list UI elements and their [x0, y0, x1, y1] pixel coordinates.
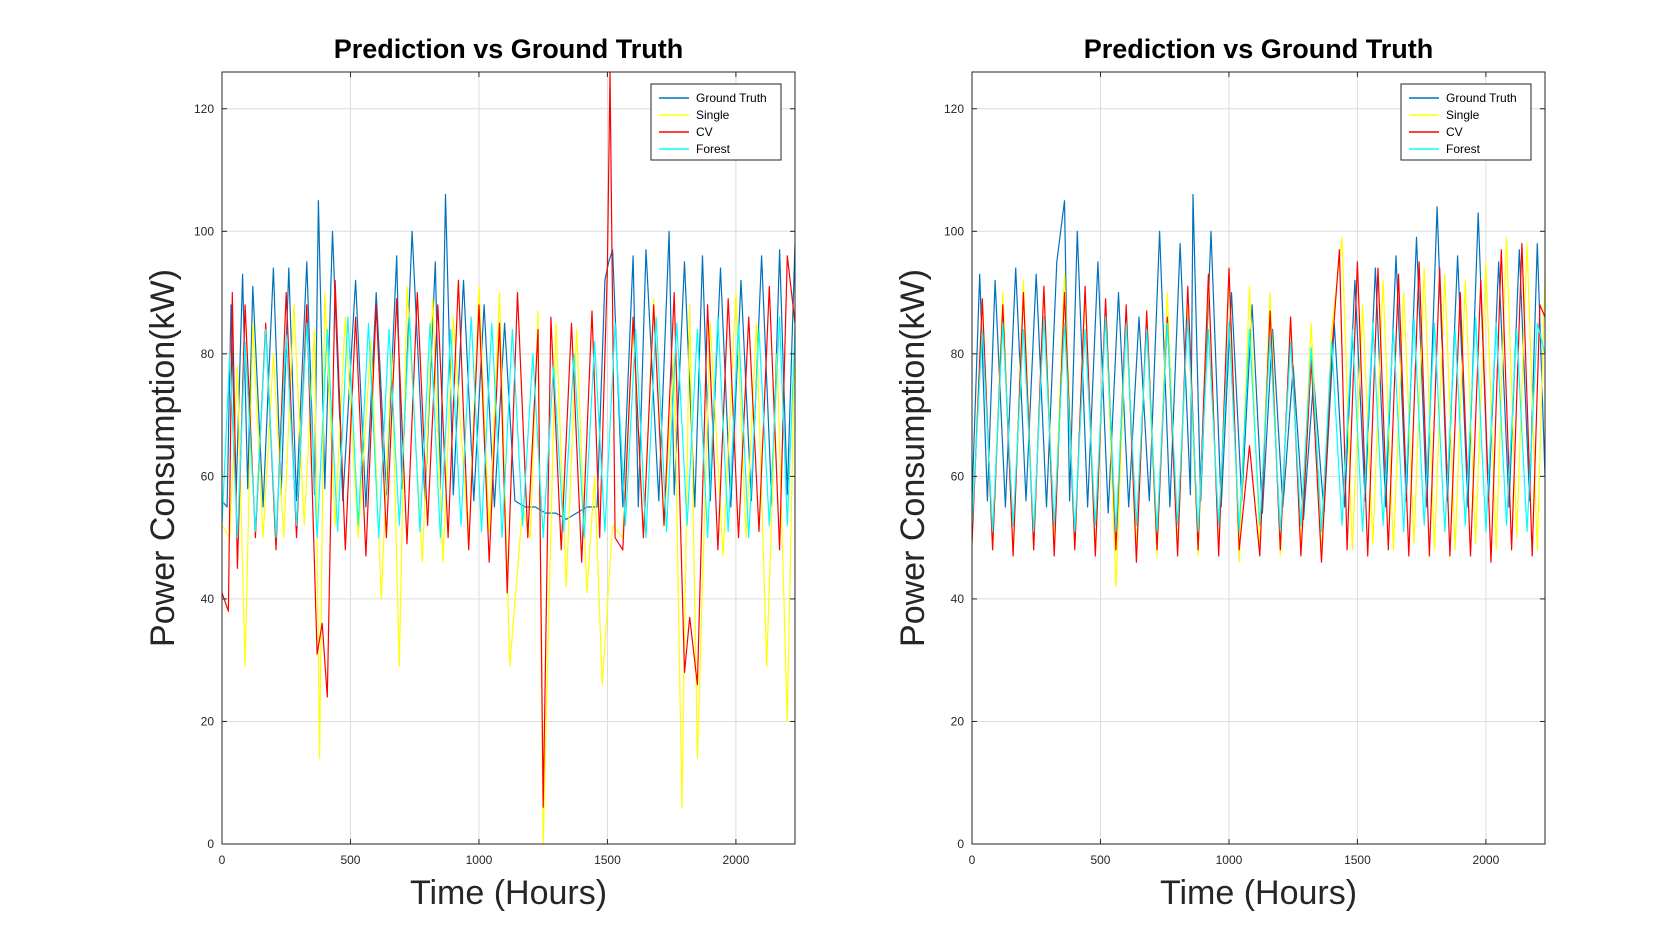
chart-panel-2: 0 500 1000 1500 2000 0 20 40 60 80 100 120 Predictio… — [894, 34, 1546, 912]
x-tick-label: 2000 — [1473, 853, 1500, 867]
y-tick-label: 60 — [951, 469, 965, 483]
series-line-ground-truth — [972, 193, 1545, 520]
chart-title: Prediction vs Ground Truth — [1084, 34, 1434, 64]
y-tick-label: 20 — [951, 714, 965, 728]
x-tick-label: 500 — [1090, 853, 1110, 867]
legend-label: Forest — [696, 142, 731, 156]
x-tick-label: 1000 — [1216, 853, 1243, 867]
series-line-single — [222, 285, 795, 844]
y-axis-label: Power Consumption(kW) — [894, 269, 932, 647]
x-tick-label: 1500 — [1344, 853, 1371, 867]
y-tick-label: 80 — [201, 347, 215, 361]
plot-area — [222, 72, 795, 844]
x-tick-label: 500 — [340, 853, 360, 867]
y-tick-label: 40 — [201, 592, 215, 606]
legend-label: Single — [1446, 108, 1480, 122]
legend-label: Single — [696, 108, 730, 122]
y-tick-label: 60 — [201, 469, 215, 483]
x-axis-label: Time (Hours) — [410, 874, 607, 912]
axes-box — [221, 71, 796, 845]
y-tick-label: 80 — [951, 347, 965, 361]
axes-box — [971, 71, 1546, 845]
y-tick-label: 120 — [194, 102, 214, 116]
y-tick-label: 20 — [201, 714, 215, 728]
chart-title: Prediction vs Ground Truth — [334, 34, 684, 64]
series-line-cv — [222, 72, 795, 808]
series-group — [222, 72, 795, 844]
legend-box — [650, 83, 782, 161]
series-line-ground-truth — [222, 193, 795, 520]
series-group — [972, 193, 1545, 588]
x-tick-label: 1000 — [466, 853, 493, 867]
y-tick-label: 100 — [194, 224, 214, 238]
legend-label: CV — [696, 125, 713, 139]
legend-label: Forest — [1446, 142, 1481, 156]
x-tick-label: 1500 — [594, 853, 621, 867]
y-tick-label: 120 — [944, 102, 964, 116]
y-tick-label: 100 — [944, 224, 964, 238]
x-tick-label: 0 — [219, 853, 226, 867]
series-line-forest — [972, 316, 1545, 533]
legend: Ground Truth Single CV Forest — [650, 83, 782, 161]
legend-label: Ground Truth — [1446, 91, 1517, 105]
legend: Ground Truth Single CV Forest — [1400, 83, 1532, 161]
y-axis-label: Power Consumption(kW) — [144, 269, 182, 647]
chart-panel-1: 0 500 1000 1500 2000 0 20 40 60 80 100 120 Predictio… — [144, 34, 796, 912]
y-tick-label: 40 — [951, 592, 965, 606]
series-line-forest — [222, 316, 795, 539]
legend-box — [1400, 83, 1532, 161]
legend-label: CV — [1446, 125, 1463, 139]
x-axis-label: Time (Hours) — [1160, 874, 1357, 912]
x-tick-label: 2000 — [723, 853, 750, 867]
y-tick-label: 0 — [957, 837, 964, 851]
y-tick-label: 0 — [207, 837, 214, 851]
x-tick-label: 0 — [969, 853, 976, 867]
legend-label: Ground Truth — [696, 91, 767, 105]
